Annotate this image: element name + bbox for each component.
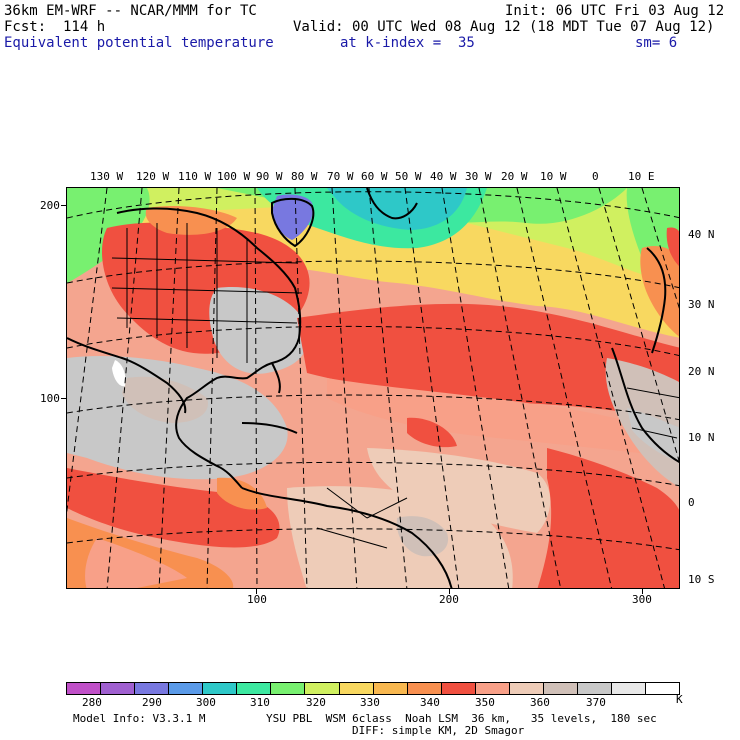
colorbar-swatch [373,683,408,694]
lon-label: 110 W [178,170,212,183]
grid-x-tick [449,589,450,594]
colorbar [66,682,680,695]
colorbar-label: 340 [420,696,440,709]
lon-label: 10 E [628,170,655,183]
colorbar-swatch [441,683,476,694]
model-info: Model Info: V3.3.1 M [73,712,206,725]
colorbar-swatch [305,683,340,694]
model-title: 36km EM-WRF -- NCAR/MMM for TC [4,3,257,19]
colorbar-unit: K [676,693,683,706]
colorbar-swatch [612,683,647,694]
grid-y-tick [61,398,66,399]
forecast-hour: Fcst: 114 h [4,19,106,35]
colorbar-swatch [237,683,272,694]
colorbar-label: 360 [530,696,550,709]
map-canvas [67,188,679,588]
colorbar-swatch [203,683,238,694]
colorbar-label: 320 [306,696,326,709]
grid-y-label: 100 [40,392,60,405]
lat-label: 30 N [688,298,715,311]
lon-label: 50 W [395,170,422,183]
colorbar-swatch [407,683,442,694]
lon-label: 80 W [291,170,318,183]
grid-y-label: 200 [40,199,60,212]
init-time: Init: 06 UTC Fri 03 Aug 12 [505,3,725,19]
lon-label: 60 W [361,170,388,183]
colorbar-swatch [67,683,102,694]
lat-label: 0 [688,496,695,509]
grid-x-tick [256,589,257,594]
colorbar-label: 290 [142,696,162,709]
grid-x-tick [642,589,643,594]
lon-label: 130 W [90,170,124,183]
lon-label: 20 W [501,170,528,183]
colorbar-label: 280 [82,696,102,709]
colorbar-label: 300 [196,696,216,709]
lat-label: 10 S [688,573,715,586]
lat-label: 40 N [688,228,715,241]
colorbar-swatch [101,683,136,694]
colorbar-label: 310 [250,696,270,709]
grid-x-label: 300 [632,593,652,606]
field-name: Equivalent potential temperature [4,35,274,51]
lon-label: 100 W [217,170,251,183]
diffusion-info: DIFF: simple KM, 2D Smagor [352,724,525,737]
lon-label: 90 W [256,170,283,183]
lon-label: 40 W [430,170,457,183]
colorbar-swatch [475,683,510,694]
physics-info: YSU PBL WSM 6class Noah LSM 36 km, 35 le… [266,712,657,725]
colorbar-label: 330 [360,696,380,709]
colorbar-swatch [509,683,544,694]
lon-label: 0 [592,170,599,183]
lon-label: 120 W [136,170,170,183]
colorbar-swatch [543,683,578,694]
colorbar-swatch [169,683,204,694]
lon-label: 10 W [540,170,567,183]
lon-label: 70 W [327,170,354,183]
colorbar-label: 370 [586,696,606,709]
colorbar-swatch [271,683,306,694]
grid-x-label: 200 [439,593,459,606]
valid-time: Valid: 00 UTC Wed 08 Aug 12 (18 MDT Tue … [293,19,715,35]
colorbar-swatch [577,683,612,694]
lat-label: 20 N [688,365,715,378]
smoothing-info: sm= 6 [635,35,678,51]
colorbar-swatch [646,683,680,694]
lat-label: 10 N [688,431,715,444]
theta-e-map [66,187,680,589]
grid-x-label: 100 [247,593,267,606]
grid-y-tick [61,205,66,206]
lon-label: 30 W [465,170,492,183]
colorbar-swatch [339,683,374,694]
colorbar-label: 350 [475,696,495,709]
colorbar-swatch [135,683,170,694]
level-info: at k-index = 35 [340,35,475,51]
